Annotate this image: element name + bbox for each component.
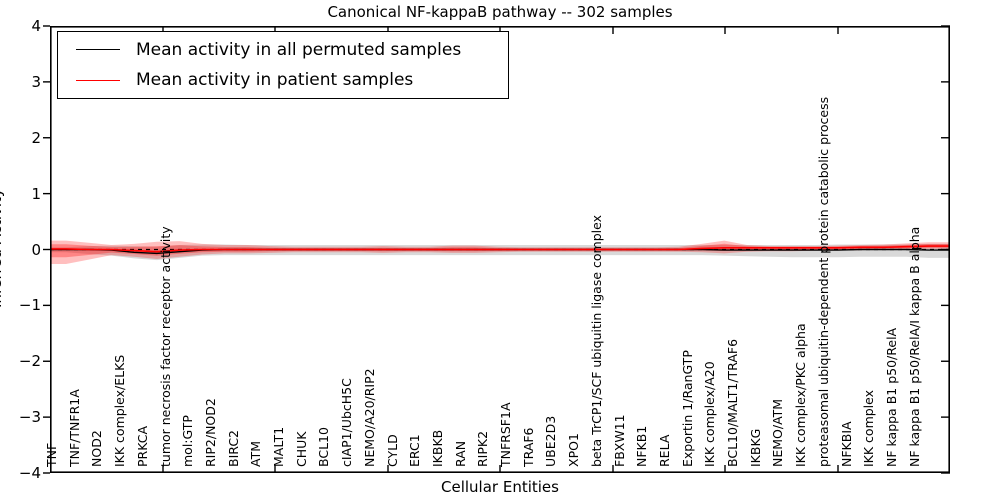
x-category-label: ATM — [248, 440, 264, 467]
x-category-label: CHUK — [293, 431, 309, 467]
y-tick-label: 1 — [31, 184, 41, 203]
x-category-label: Exportin 1/RanGTP — [679, 350, 695, 467]
x-category-label: TNF — [44, 442, 59, 467]
legend-item-patient: Mean activity in patient samples — [58, 65, 508, 95]
legend-black-line-icon — [76, 49, 120, 51]
x-category-label: NFKBIA — [838, 421, 854, 467]
x-category-label: beta TrCP1/SCF ubiquitin ligase complex — [588, 215, 604, 467]
x-category-label: BIRC2 — [225, 429, 241, 467]
x-category-label: RELA — [656, 434, 672, 467]
x-category-label: FBXW11 — [611, 414, 627, 467]
y-tick-label: −2 — [18, 352, 41, 371]
x-category-label: tumor necrosis factor receptor activity — [157, 226, 173, 467]
y-tick-label: 3 — [31, 72, 41, 91]
x-category-label: BCL10 — [316, 427, 332, 467]
x-category-label: IKK complex/ELKS — [112, 354, 128, 467]
x-category-label: NEMO/ATM — [770, 398, 786, 467]
y-tick-label: 2 — [31, 128, 41, 147]
legend: Mean activity in all permuted samples Me… — [57, 31, 509, 99]
y-tick-label: −1 — [18, 296, 41, 315]
legend-red-line-icon — [76, 79, 120, 81]
x-category-label: TNFRSF1A — [498, 402, 513, 468]
x-category-label: IKBKG — [747, 428, 763, 467]
legend-item-permuted: Mean activity in all permuted samples — [58, 35, 508, 65]
y-tick-label: 0 — [31, 240, 41, 259]
x-category-label: NEMO/A20/RIP2 — [361, 368, 377, 467]
x-category-label: IKK complex/PKC alpha — [793, 323, 809, 467]
x-category-label: IKK complex/A20 — [702, 361, 718, 467]
chart-title: Canonical NF-kappaB pathway -- 302 sampl… — [327, 3, 673, 21]
x-category-label: XPO1 — [566, 433, 582, 467]
y-tick-label: −3 — [18, 408, 41, 427]
x-axis-label: Cellular Entities — [441, 478, 559, 496]
x-category-label: BCL10/MALT1/TRAF6 — [725, 338, 740, 467]
y-tick-label: 4 — [31, 17, 41, 35]
x-category-label: CYLD — [384, 434, 400, 467]
y-tick-label: −4 — [18, 464, 41, 482]
x-category-label: ERC1 — [407, 434, 423, 467]
x-category-label: MALT1 — [271, 426, 286, 467]
x-category-label: RIP2/NOD2 — [202, 398, 218, 467]
x-category-label: UBE2D3 — [543, 415, 559, 467]
x-category-label: NOD2 — [89, 430, 105, 467]
x-category-label: TNF/TNFR1A — [66, 389, 82, 467]
x-category-label: IKK complex — [861, 389, 877, 467]
x-category-label: NF kappa B1 p50/RelA — [883, 327, 899, 467]
x-category-label: proteasomal ubiquitin-dependent protein … — [815, 96, 831, 467]
x-category-label: NFKB1 — [634, 425, 650, 467]
x-category-label: cIAP1/UbcH5C — [339, 378, 355, 467]
x-category-label: NF kappa B1 p50/RelA/I kappa B alpha — [906, 226, 922, 467]
legend-label-permuted: Mean activity in all permuted samples — [136, 39, 462, 60]
legend-label-patient: Mean activity in patient samples — [136, 70, 414, 91]
x-category-label: IKBKB — [429, 429, 445, 467]
x-category-label: TRAF6 — [520, 427, 536, 467]
x-category-label: RIPK2 — [475, 430, 491, 467]
x-category-label: RAN — [452, 440, 468, 467]
x-category-label: PRKCA — [134, 425, 150, 467]
x-category-label: mol:GTP — [180, 415, 196, 467]
